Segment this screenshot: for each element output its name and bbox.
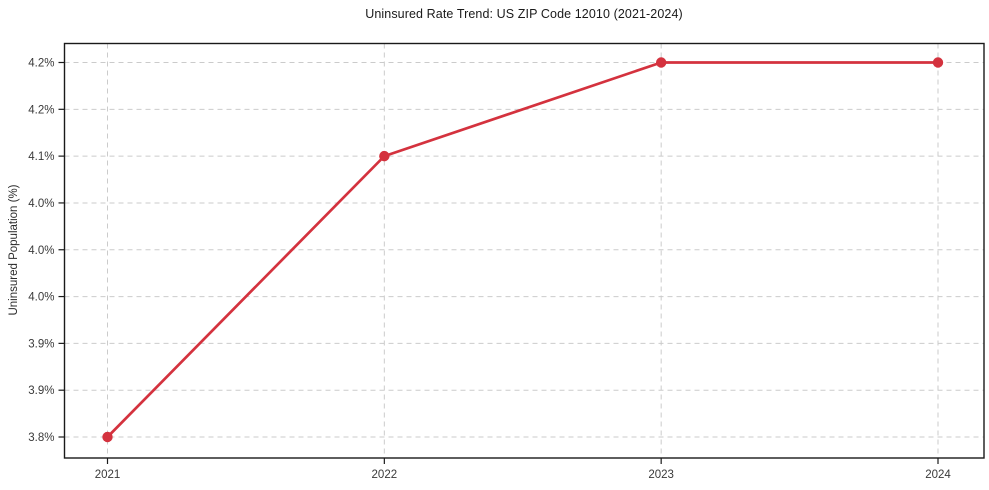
chart-title: Uninsured Rate Trend: US ZIP Code 12010 …	[365, 7, 683, 21]
data-point-marker	[379, 150, 390, 162]
y-tick-label: 4.0%	[28, 198, 54, 210]
y-tick-label: 4.2%	[28, 104, 54, 116]
data-point-marker	[102, 431, 113, 443]
y-tick-label: 4.1%	[28, 151, 54, 163]
x-tick-label: 2021	[95, 469, 121, 481]
x-tick-label: 2022	[372, 469, 398, 481]
y-tick-label: 4.0%	[28, 292, 54, 304]
y-tick-label: 4.0%	[28, 245, 54, 257]
x-tick-label: 2023	[648, 469, 674, 481]
data-point-marker	[655, 57, 667, 68]
y-axis-label: Uninsured Population (%)	[8, 184, 20, 316]
x-tick-label: 2024	[925, 469, 951, 481]
trend-line	[106, 61, 940, 439]
y-tick-label: 3.9%	[28, 385, 54, 397]
y-tick-label: 3.8%	[28, 432, 54, 444]
plot-border	[63, 42, 985, 459]
data-point-marker	[932, 57, 944, 68]
y-tick-label: 3.9%	[28, 338, 54, 350]
y-tick-label: 4.2%	[28, 58, 54, 70]
